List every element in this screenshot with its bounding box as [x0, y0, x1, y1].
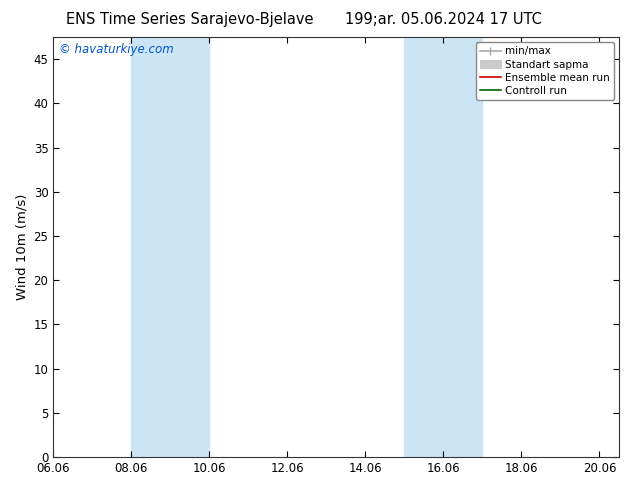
Bar	[404, 37, 482, 457]
Legend: min/max, Standart sapma, Ensemble mean run, Controll run: min/max, Standart sapma, Ensemble mean r…	[476, 42, 614, 100]
Y-axis label: Wind 10m (m/s): Wind 10m (m/s)	[15, 194, 28, 300]
Text: 199;ar. 05.06.2024 17 UTC: 199;ar. 05.06.2024 17 UTC	[346, 12, 542, 27]
Text: ENS Time Series Sarajevo-Bjelave: ENS Time Series Sarajevo-Bjelave	[67, 12, 314, 27]
Text: © havaturkiye.com: © havaturkiye.com	[59, 43, 174, 56]
Bar	[131, 37, 209, 457]
